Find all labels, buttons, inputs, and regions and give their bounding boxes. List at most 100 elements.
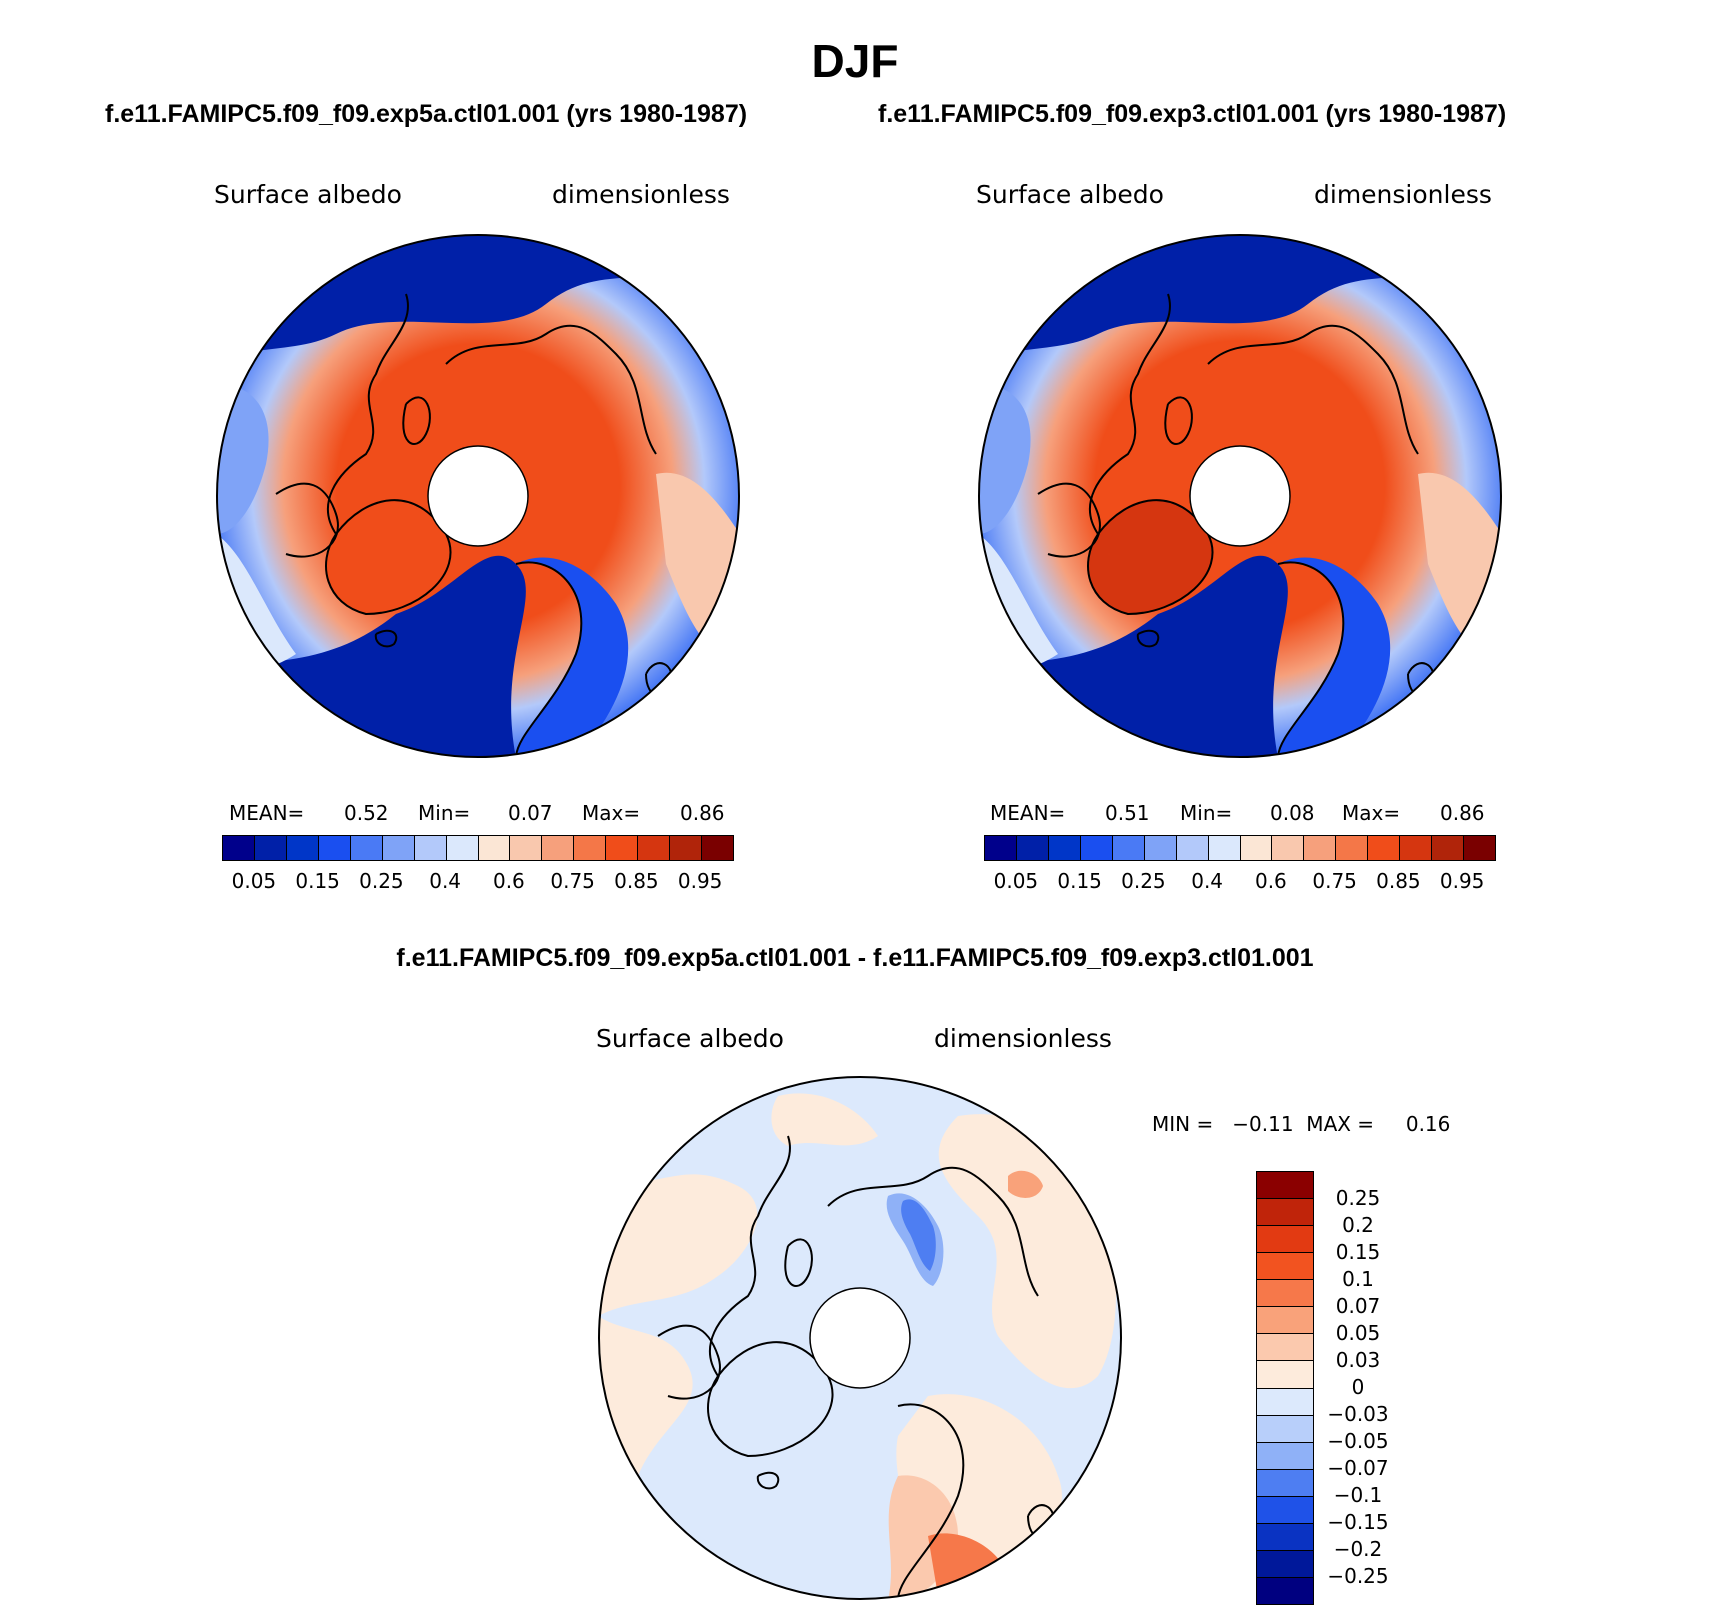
colorbar-tick-label: −0.03 (1327, 1402, 1389, 1426)
colorbar-tick-label: 0.6 (1254, 869, 1287, 893)
colorbar-swatch (1257, 1441, 1313, 1469)
difference-polar-map (598, 1076, 1122, 1600)
colorbar-swatch (285, 836, 318, 860)
difference-title: f.e11.FAMIPC5.f09_f09.exp5a.ctl01.001 - … (396, 944, 1314, 972)
colorbar-swatch (669, 836, 702, 860)
colorbar-swatch (381, 836, 414, 860)
colorbar-tick-label: 0 (1351, 1375, 1365, 1399)
colorbar-swatch (1175, 836, 1208, 860)
colorbar-swatch (349, 836, 382, 860)
difference-colorbar (1256, 1171, 1314, 1605)
figure-title: DJF (811, 35, 899, 87)
colorbar-swatch (1257, 1576, 1313, 1604)
colorbar-swatch (1257, 1225, 1313, 1253)
colorbar-tick-label: 0.2 (1342, 1213, 1374, 1237)
colorbar-tick-label: −0.15 (1327, 1510, 1389, 1534)
colorbar-swatch (1257, 1387, 1313, 1415)
colorbar-swatch (509, 836, 542, 860)
colorbar-tick-label: −0.1 (1333, 1483, 1383, 1507)
colorbar-swatch (985, 836, 1016, 860)
colorbar-swatch (1257, 1468, 1313, 1496)
colorbar-swatch (605, 836, 638, 860)
colorbar-swatch (1257, 1252, 1313, 1280)
colorbar-swatch (701, 836, 733, 860)
colorbar-swatch (1399, 836, 1432, 860)
colorbar-swatch (1335, 836, 1368, 860)
colorbar-tick-label: 0.15 (1335, 1240, 1381, 1264)
colorbar-tick-label: 0.15 (295, 869, 340, 893)
panel2-mean-label: MEAN= (990, 801, 1066, 825)
panel2-max-label: Max= (1342, 801, 1401, 825)
panel2-mean-value: 0.51 (1105, 801, 1150, 825)
panel2-min-label: Min= (1180, 801, 1233, 825)
colorbar-tick-label: −0.2 (1333, 1537, 1383, 1561)
colorbar-swatch (1207, 836, 1240, 860)
panel1-min-label: Min= (418, 801, 471, 825)
colorbar-swatch (1257, 1333, 1313, 1361)
colorbar-tick-label: 0.05 (231, 869, 277, 893)
colorbar-swatch (1431, 836, 1464, 860)
colorbar-swatch (1047, 836, 1080, 860)
colorbar-swatch (1015, 836, 1048, 860)
colorbar-tick-label: −0.07 (1327, 1456, 1389, 1480)
colorbar-tick-label: 0.25 (1121, 869, 1166, 893)
panel1-units: dimensionless (552, 180, 730, 209)
colorbar-swatch (413, 836, 446, 860)
colorbar-swatch (1257, 1549, 1313, 1577)
panel1-max-label: Max= (582, 801, 641, 825)
panel1-max-value: 0.86 (680, 801, 725, 825)
colorbar-tick-label: −0.05 (1327, 1429, 1389, 1453)
colorbar-swatch (1257, 1306, 1313, 1334)
colorbar-tick-label: 0.07 (1335, 1294, 1381, 1318)
colorbar-tick-label: 0.05 (1335, 1321, 1381, 1345)
panel2-min-value: 0.08 (1270, 801, 1315, 825)
case1-title: f.e11.FAMIPC5.f09_f09.exp5a.ctl01.001 (y… (105, 100, 748, 128)
panel1-variable: Surface albedo (214, 180, 402, 209)
colorbar-swatch (1257, 1522, 1313, 1550)
panel2-colorbar (984, 835, 1496, 861)
colorbar-swatch (1463, 836, 1495, 860)
colorbar-swatch (541, 836, 574, 860)
colorbar-tick-label: 0.4 (429, 869, 462, 893)
colorbar-swatch (1079, 836, 1112, 860)
colorbar-swatch (223, 836, 254, 860)
diff-variable: Surface albedo (596, 1024, 784, 1053)
colorbar-swatch (1257, 1495, 1313, 1523)
colorbar-swatch (1257, 1172, 1313, 1199)
colorbar-swatch (1303, 836, 1336, 860)
colorbar-tick-label: 0.75 (550, 869, 595, 893)
colorbar-swatch (253, 836, 286, 860)
colorbar-tick-label: 0.85 (1376, 869, 1421, 893)
panel1-colorbar (222, 835, 734, 861)
panel2-max-value: 0.86 (1440, 801, 1485, 825)
colorbar-tick-label: 0.6 (492, 869, 525, 893)
panel2-units: dimensionless (1314, 180, 1492, 209)
colorbar-swatch (1367, 836, 1400, 860)
colorbar-tick-label: 0.1 (1342, 1267, 1374, 1291)
colorbar-tick-label: 0.03 (1335, 1348, 1381, 1372)
diff-units: dimensionless (934, 1024, 1112, 1053)
colorbar-swatch (1257, 1198, 1313, 1226)
colorbar-tick-label: 0.4 (1191, 869, 1224, 893)
colorbar-swatch (1239, 836, 1272, 860)
diff-min-max: MIN = −0.11 MAX = 0.16 (1152, 1112, 1451, 1136)
panel1-min-value: 0.07 (508, 801, 553, 825)
colorbar-swatch (1271, 836, 1304, 860)
colorbar-tick-label: −0.25 (1327, 1564, 1389, 1588)
panel1-mean-label: MEAN= (229, 801, 305, 825)
colorbar-swatch (573, 836, 606, 860)
colorbar-swatch (1257, 1414, 1313, 1442)
colorbar-swatch (1257, 1279, 1313, 1307)
colorbar-tick-label: 0.05 (993, 869, 1039, 893)
colorbar-swatch (477, 836, 510, 860)
colorbar-tick-label: 0.75 (1312, 869, 1357, 893)
panel1-polar-map (216, 234, 740, 758)
panel2-variable: Surface albedo (976, 180, 1164, 209)
case2-title: f.e11.FAMIPC5.f09_f09.exp3.ctl01.001 (yr… (878, 100, 1507, 128)
colorbar-tick-label: 0.25 (359, 869, 404, 893)
colorbar-swatch (1143, 836, 1176, 860)
colorbar-swatch (1111, 836, 1144, 860)
colorbar-swatch (637, 836, 670, 860)
panel1-mean-value: 0.52 (344, 801, 389, 825)
panel2-polar-map (978, 234, 1502, 758)
